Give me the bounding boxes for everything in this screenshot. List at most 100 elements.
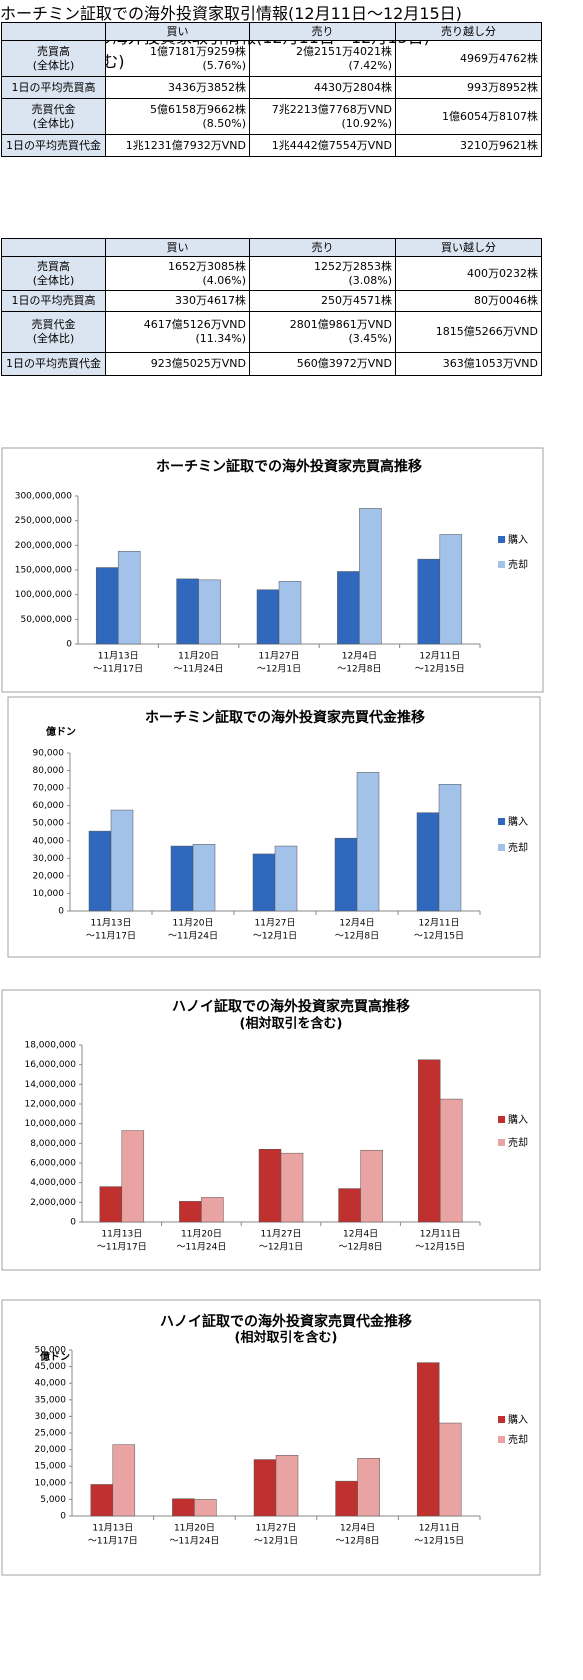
row-label: 売買高 (全体比): [1, 40, 106, 77]
bar: [99, 1186, 123, 1223]
y-tick-label: 12,000,000: [24, 1100, 76, 1110]
y-tick-label: 4,000,000: [30, 1178, 76, 1188]
cell-line: 560億3972万VND: [296, 357, 392, 370]
legend-label: 売却: [508, 1136, 528, 1149]
bar: [192, 844, 216, 912]
cell-line: (11.34%): [195, 332, 246, 345]
bar: [117, 551, 141, 645]
cell-line: (全体比): [32, 273, 75, 287]
y-tick-label: 20,000: [33, 871, 65, 881]
cell: 2億2151万4021株 (7.42%): [249, 40, 396, 77]
cell-line: 80万0046株: [474, 294, 538, 307]
x-tick-label: ～12月1日: [253, 931, 297, 942]
x-tick-label: ～12月1日: [254, 1536, 298, 1547]
cell-line: 4617億5126万VND: [143, 318, 246, 331]
bar: [194, 1499, 217, 1517]
y-tick-label: 35,000: [35, 1395, 67, 1405]
x-tick-label: ～11月17日: [86, 931, 136, 942]
y-axis-label: 億ドン: [40, 1350, 70, 1363]
bar: [179, 1201, 202, 1223]
row: 1日の平均売買代金 1兆1231億7932万VND 1兆4442億7554万VND 3…: [1, 134, 542, 157]
cell-line: (7.42%): [348, 58, 392, 72]
cell-line: 7兆2213億7768万VND: [271, 102, 392, 116]
cell: 5億6158万9662株 (8.50%): [105, 98, 250, 135]
cell-line: (4.06%): [202, 273, 246, 287]
header-cell: 売り: [249, 238, 396, 257]
x-tick-label: 11月27日: [259, 651, 300, 662]
y-tick-label: 70,000: [33, 784, 65, 794]
cell-line: 250万4571株: [321, 294, 392, 307]
y-tick-label: 0: [66, 640, 72, 650]
y-tick-label: 50,000: [35, 1346, 67, 1356]
bar: [253, 1459, 277, 1517]
y-tick-label: 30,000: [33, 854, 65, 864]
cell-line: 売買高: [37, 44, 70, 58]
bar: [359, 508, 382, 645]
bar: [170, 845, 194, 912]
legend-label: 売却: [508, 841, 528, 854]
y-tick-label: 80,000: [33, 766, 65, 776]
chart-title: ホーチミン証取での海外投資家売買高推移: [156, 458, 422, 475]
y-tick-label: 40,000: [33, 836, 65, 846]
x-tick-label: ～12月15日: [414, 931, 464, 942]
y-tick-label: 60,000: [33, 801, 65, 811]
cell-line: 2801億9861万VND: [289, 318, 392, 331]
legend-swatch: [498, 844, 505, 851]
row: 1日の平均売買高 3436万3852株 4430万2804株 993万8952株: [1, 76, 542, 99]
legend-swatch: [498, 1116, 505, 1123]
x-tick-label: 11月27日: [255, 918, 296, 929]
bar: [275, 1454, 299, 1517]
y-tick-label: 250,000,000: [15, 516, 73, 526]
bar: [416, 1362, 440, 1517]
x-tick-label: 11月20日: [181, 1229, 222, 1240]
cell-line: 2億2151万4021株: [296, 44, 392, 58]
cell-line: 1252万2853株: [314, 259, 392, 273]
cell: 3210万9621株: [395, 134, 542, 157]
y-tick-label: 15,000: [35, 1462, 67, 1472]
legend-label: 売却: [508, 1433, 528, 1446]
x-tick-label: ～12月8日: [339, 1242, 383, 1253]
bar: [95, 567, 119, 645]
x-tick-label: ～12月1日: [257, 664, 301, 675]
x-tick-label: 12月4日: [340, 1523, 375, 1534]
y-tick-label: 40,000: [35, 1379, 67, 1389]
row-label: 1日の平均売買代金: [1, 134, 106, 157]
y-tick-label: 300,000,000: [15, 492, 73, 502]
x-tick-label: ～11月17日: [88, 1536, 138, 1547]
cell: 363億1053万VND: [395, 352, 542, 376]
bar: [110, 809, 134, 912]
cell-line: (8.50%): [202, 116, 246, 130]
bar: [360, 1149, 383, 1223]
title-line: ホーチミン証取での海外投資家取引情報(12月11日～12月15日): [0, 4, 462, 23]
bar: [88, 830, 112, 912]
bar: [337, 571, 360, 645]
y-tick-label: 0: [70, 1218, 76, 1228]
bar: [121, 1130, 145, 1223]
x-tick-label: 11月27日: [261, 1229, 302, 1240]
bar: [252, 853, 276, 912]
bar: [439, 1098, 463, 1223]
x-tick-label: ～11月24日: [168, 931, 218, 942]
cell-line: 売買代金: [31, 102, 76, 116]
x-tick-label: 12月11日: [419, 1523, 460, 1534]
cell-line: 3436万3852株: [168, 80, 246, 94]
y-tick-label: 14,000,000: [24, 1080, 76, 1090]
x-tick-label: 11月13日: [92, 1523, 133, 1534]
bar: [90, 1484, 114, 1517]
bar: [335, 1480, 358, 1517]
bar: [280, 1152, 304, 1223]
cell: 7兆2213億7768万VND (10.92%): [249, 98, 396, 135]
row: 1日の平均売買高 330万4617株 250万4571株 80万0046株: [1, 290, 542, 312]
bar: [172, 1498, 195, 1517]
cell-line: 1日の平均売買高: [11, 80, 96, 94]
x-tick-label: 11月13日: [101, 1229, 142, 1240]
cell: 923億5025万VND: [105, 352, 250, 376]
bar: [274, 845, 298, 912]
x-tick-label: 11月13日: [91, 918, 132, 929]
x-tick-label: ～12月8日: [335, 931, 379, 942]
bar: [417, 558, 441, 645]
row: 売買高 (全体比) 1億7181万9259株 (5.76%) 2億2151万4021株(…: [1, 40, 542, 77]
row-label: 売買代金 (全体比): [1, 98, 106, 135]
cell-line: 5億6158万9662株: [150, 102, 246, 116]
legend-label: 購入: [508, 1413, 528, 1426]
